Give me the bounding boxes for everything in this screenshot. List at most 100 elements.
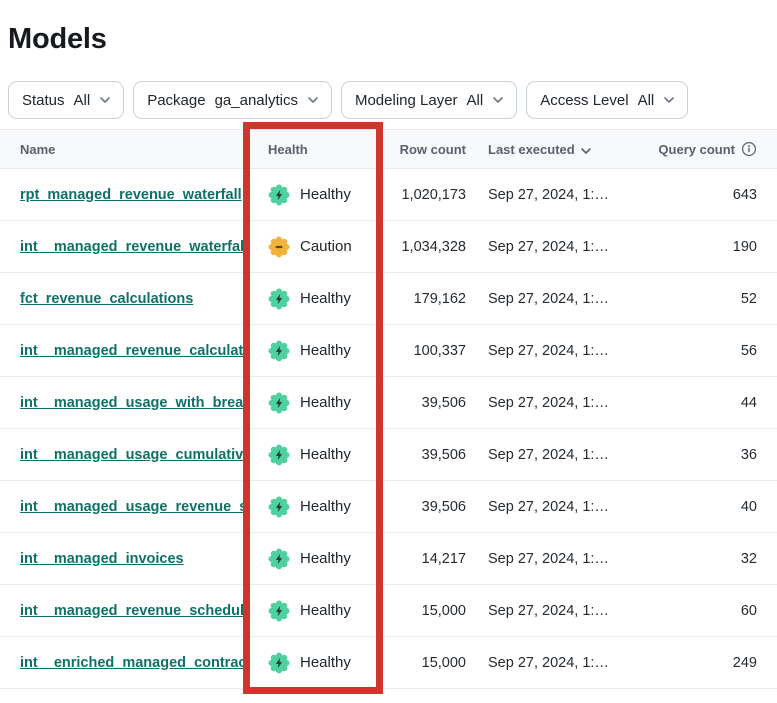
row-count-cell: 1,034,328 [401,238,466,255]
model-link[interactable]: int__managed_revenue_calculations [20,342,243,359]
filter-label: Status [22,91,65,109]
filter-label: Package [147,91,206,109]
health-status-icon [268,340,290,361]
health-badge: Healthy [243,340,382,362]
filter-pill-access-level[interactable]: Access Level All [526,81,689,119]
health-badge: Healthy [243,444,382,466]
healthy-bolt-icon [275,189,283,200]
health-status-icon [268,496,290,517]
last-executed-cell: Sep 27, 2024, 1:… [488,654,609,671]
table-body: rpt_managed_revenue_waterfall Healthy 1,… [0,169,777,689]
query-count-cell: 190 [732,238,757,255]
table-row: int__managed_revenue_calculations Health… [0,325,777,377]
table-header-row: Name Health Row count Last executed Quer… [0,129,777,169]
health-label: Healthy [300,186,351,203]
table-row: int__managed_usage_revenue_sc… Healthy 3… [0,481,777,533]
health-badge: Healthy [243,392,382,414]
query-count-cell: 52 [740,290,757,307]
health-status-icon [268,652,290,673]
filter-label: Access Level [540,91,629,109]
health-status-icon [268,288,290,309]
last-executed-cell: Sep 27, 2024, 1:… [488,550,609,567]
filter-value: All [637,91,655,109]
filter-pill-modeling-layer[interactable]: Modeling Layer All [340,81,518,119]
filter-value: All [73,91,91,109]
model-link[interactable]: int__managed_invoices [20,550,184,567]
table-row: rpt_managed_revenue_waterfall Healthy 1,… [0,169,777,221]
health-status-icon [268,600,290,621]
row-count-cell: 39,506 [421,394,466,411]
row-count-cell: 1,020,173 [401,186,466,203]
table-row: int__managed_revenue_waterfall Caution 1… [0,221,777,273]
chevron-down-icon [100,97,111,103]
page-title: Models [8,23,107,56]
row-count-cell: 39,506 [421,498,466,515]
health-label: Healthy [300,446,351,463]
health-label: Healthy [300,654,351,671]
health-label: Healthy [300,290,351,307]
row-count-cell: 179,162 [413,290,466,307]
health-badge: Caution [243,236,382,258]
row-count-cell: 15,000 [421,602,466,619]
query-count-cell: 56 [740,342,757,359]
health-status-icon [268,444,290,465]
model-link[interactable]: int__enriched_managed_contracts [20,654,243,671]
query-count-cell: 249 [732,654,757,671]
healthy-bolt-icon [275,553,283,564]
health-badge: Healthy [243,288,382,310]
column-header-row-count: Row count [399,141,466,157]
health-status-icon [268,392,290,413]
last-executed-cell: Sep 27, 2024, 1:… [488,342,609,359]
healthy-bolt-icon [275,449,283,460]
table-row: int__managed_revenue_schedule_… Healthy … [0,585,777,637]
health-label: Healthy [300,550,351,567]
healthy-bolt-icon [275,345,283,356]
filter-bar: Status All Package ga_analytics Modeling… [8,81,689,119]
filter-pill-package[interactable]: Package ga_analytics [133,81,332,119]
healthy-bolt-icon [275,657,283,668]
last-executed-cell: Sep 27, 2024, 1:… [488,602,609,619]
model-link[interactable]: fct_revenue_calculations [20,290,194,307]
model-link[interactable]: int__managed_revenue_schedule_… [20,602,243,619]
model-link[interactable]: rpt_managed_revenue_waterfall [20,186,242,203]
row-count-cell: 39,506 [421,446,466,463]
info-icon[interactable] [741,141,757,157]
table-row: int__managed_invoices Healthy 14,217 Sep… [0,533,777,585]
row-count-cell: 14,217 [421,550,466,567]
chevron-down-icon [664,97,675,103]
health-badge: Healthy [243,184,382,206]
chevron-down-icon [308,97,318,103]
column-header-last-executed[interactable]: Last executed [466,142,640,157]
healthy-bolt-icon [275,293,283,304]
health-status-icon [268,548,290,569]
last-executed-cell: Sep 27, 2024, 1:… [488,238,609,255]
last-executed-cell: Sep 27, 2024, 1:… [488,446,609,463]
filter-value: ga_analytics [214,91,298,109]
chevron-down-icon [493,97,504,103]
health-label: Healthy [300,498,351,515]
filter-pill-status[interactable]: Status All [8,81,125,119]
query-count-cell: 40 [740,498,757,515]
last-executed-cell: Sep 27, 2024, 1:… [488,290,609,307]
model-link[interactable]: int__managed_revenue_waterfall [20,238,243,255]
table-row: fct_revenue_calculations Healthy 179,162… [0,273,777,325]
health-badge: Healthy [243,548,382,570]
healthy-bolt-icon [275,397,283,408]
health-label: Healthy [300,342,351,359]
last-executed-cell: Sep 27, 2024, 1:… [488,498,609,515]
health-label: Caution [300,238,352,255]
model-link[interactable]: int__managed_usage_revenue_sc… [20,498,243,515]
query-count-cell: 36 [740,446,757,463]
models-table: Name Health Row count Last executed Quer… [0,129,777,689]
query-count-cell: 60 [740,602,757,619]
column-header-last-executed-label: Last executed [488,141,575,157]
filter-label: Modeling Layer [354,91,458,109]
column-header-query-count: Query count [640,141,777,157]
last-executed-cell: Sep 27, 2024, 1:… [488,394,609,411]
query-count-cell: 643 [732,186,757,203]
query-count-cell: 32 [740,550,757,567]
model-link[interactable]: int__managed_usage_with_breaka… [20,394,243,411]
health-status-icon [268,236,290,257]
model-link[interactable]: int__managed_usage_cumulative_… [20,446,243,463]
table-row: int__managed_usage_with_breaka… Healthy … [0,377,777,429]
